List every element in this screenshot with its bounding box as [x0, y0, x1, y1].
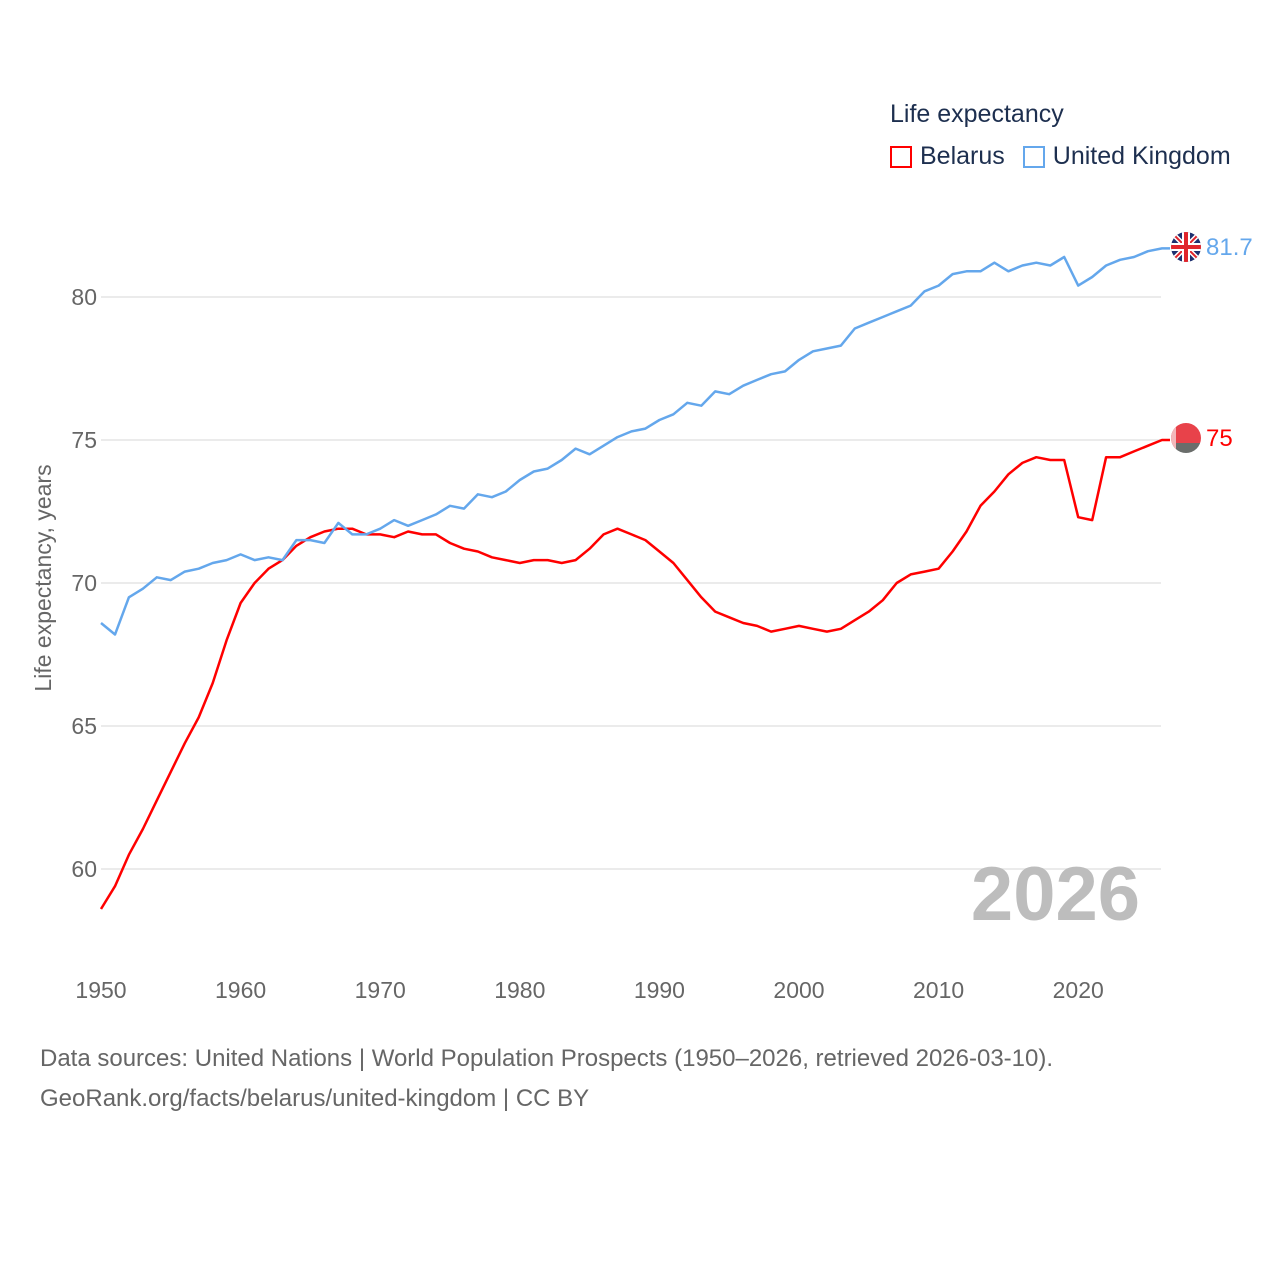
- y-tick-label: 60: [71, 856, 97, 882]
- legend-label-belarus: Belarus: [920, 142, 1005, 170]
- legend-item-belarus[interactable]: Belarus: [890, 142, 1005, 171]
- x-tick-label: 2010: [913, 977, 964, 1003]
- belarus-flag-icon: [1171, 423, 1201, 453]
- legend-title: Life expectancy: [890, 100, 1064, 128]
- footer-attribution[interactable]: GeoRank.org/facts/belarus/united-kingdom…: [40, 1085, 590, 1112]
- legend-label-united-kingdom: United Kingdom: [1052, 142, 1231, 170]
- footer-sources: Data sources: United Nations | World Pop…: [40, 1045, 1054, 1072]
- x-tick-label: 1990: [634, 977, 685, 1003]
- x-tick-label: 1970: [355, 977, 406, 1003]
- end-label-belarus: 75: [1206, 425, 1233, 452]
- year-watermark: 2026: [971, 852, 1140, 937]
- legend-item-united-kingdom[interactable]: United Kingdom: [1022, 142, 1231, 171]
- x-tick-label: 1980: [494, 977, 545, 1003]
- y-tick-label: 80: [71, 284, 97, 310]
- x-tick-label: 2020: [1053, 977, 1104, 1003]
- y-axis-label: Life expectancy, years: [30, 464, 56, 691]
- x-tick-label: 2000: [773, 977, 824, 1003]
- legend-swatch-belarus: [890, 145, 912, 168]
- x-tick-label: 1960: [215, 977, 266, 1003]
- y-tick-label: 70: [71, 570, 97, 596]
- y-tick-label: 75: [71, 427, 97, 453]
- end-label-united-kingdom: 81.7: [1206, 234, 1253, 261]
- united-kingdom-flag-icon: [1171, 232, 1201, 262]
- legend: Belarus United Kingdom: [890, 142, 1249, 171]
- series-line-belarus[interactable]: [99, 438, 1170, 910]
- legend-swatch-united-kingdom: [1022, 145, 1045, 168]
- series-line-united-kingdom[interactable]: [100, 247, 1170, 636]
- x-tick-label: 1950: [75, 977, 126, 1003]
- y-tick-label: 65: [71, 713, 97, 739]
